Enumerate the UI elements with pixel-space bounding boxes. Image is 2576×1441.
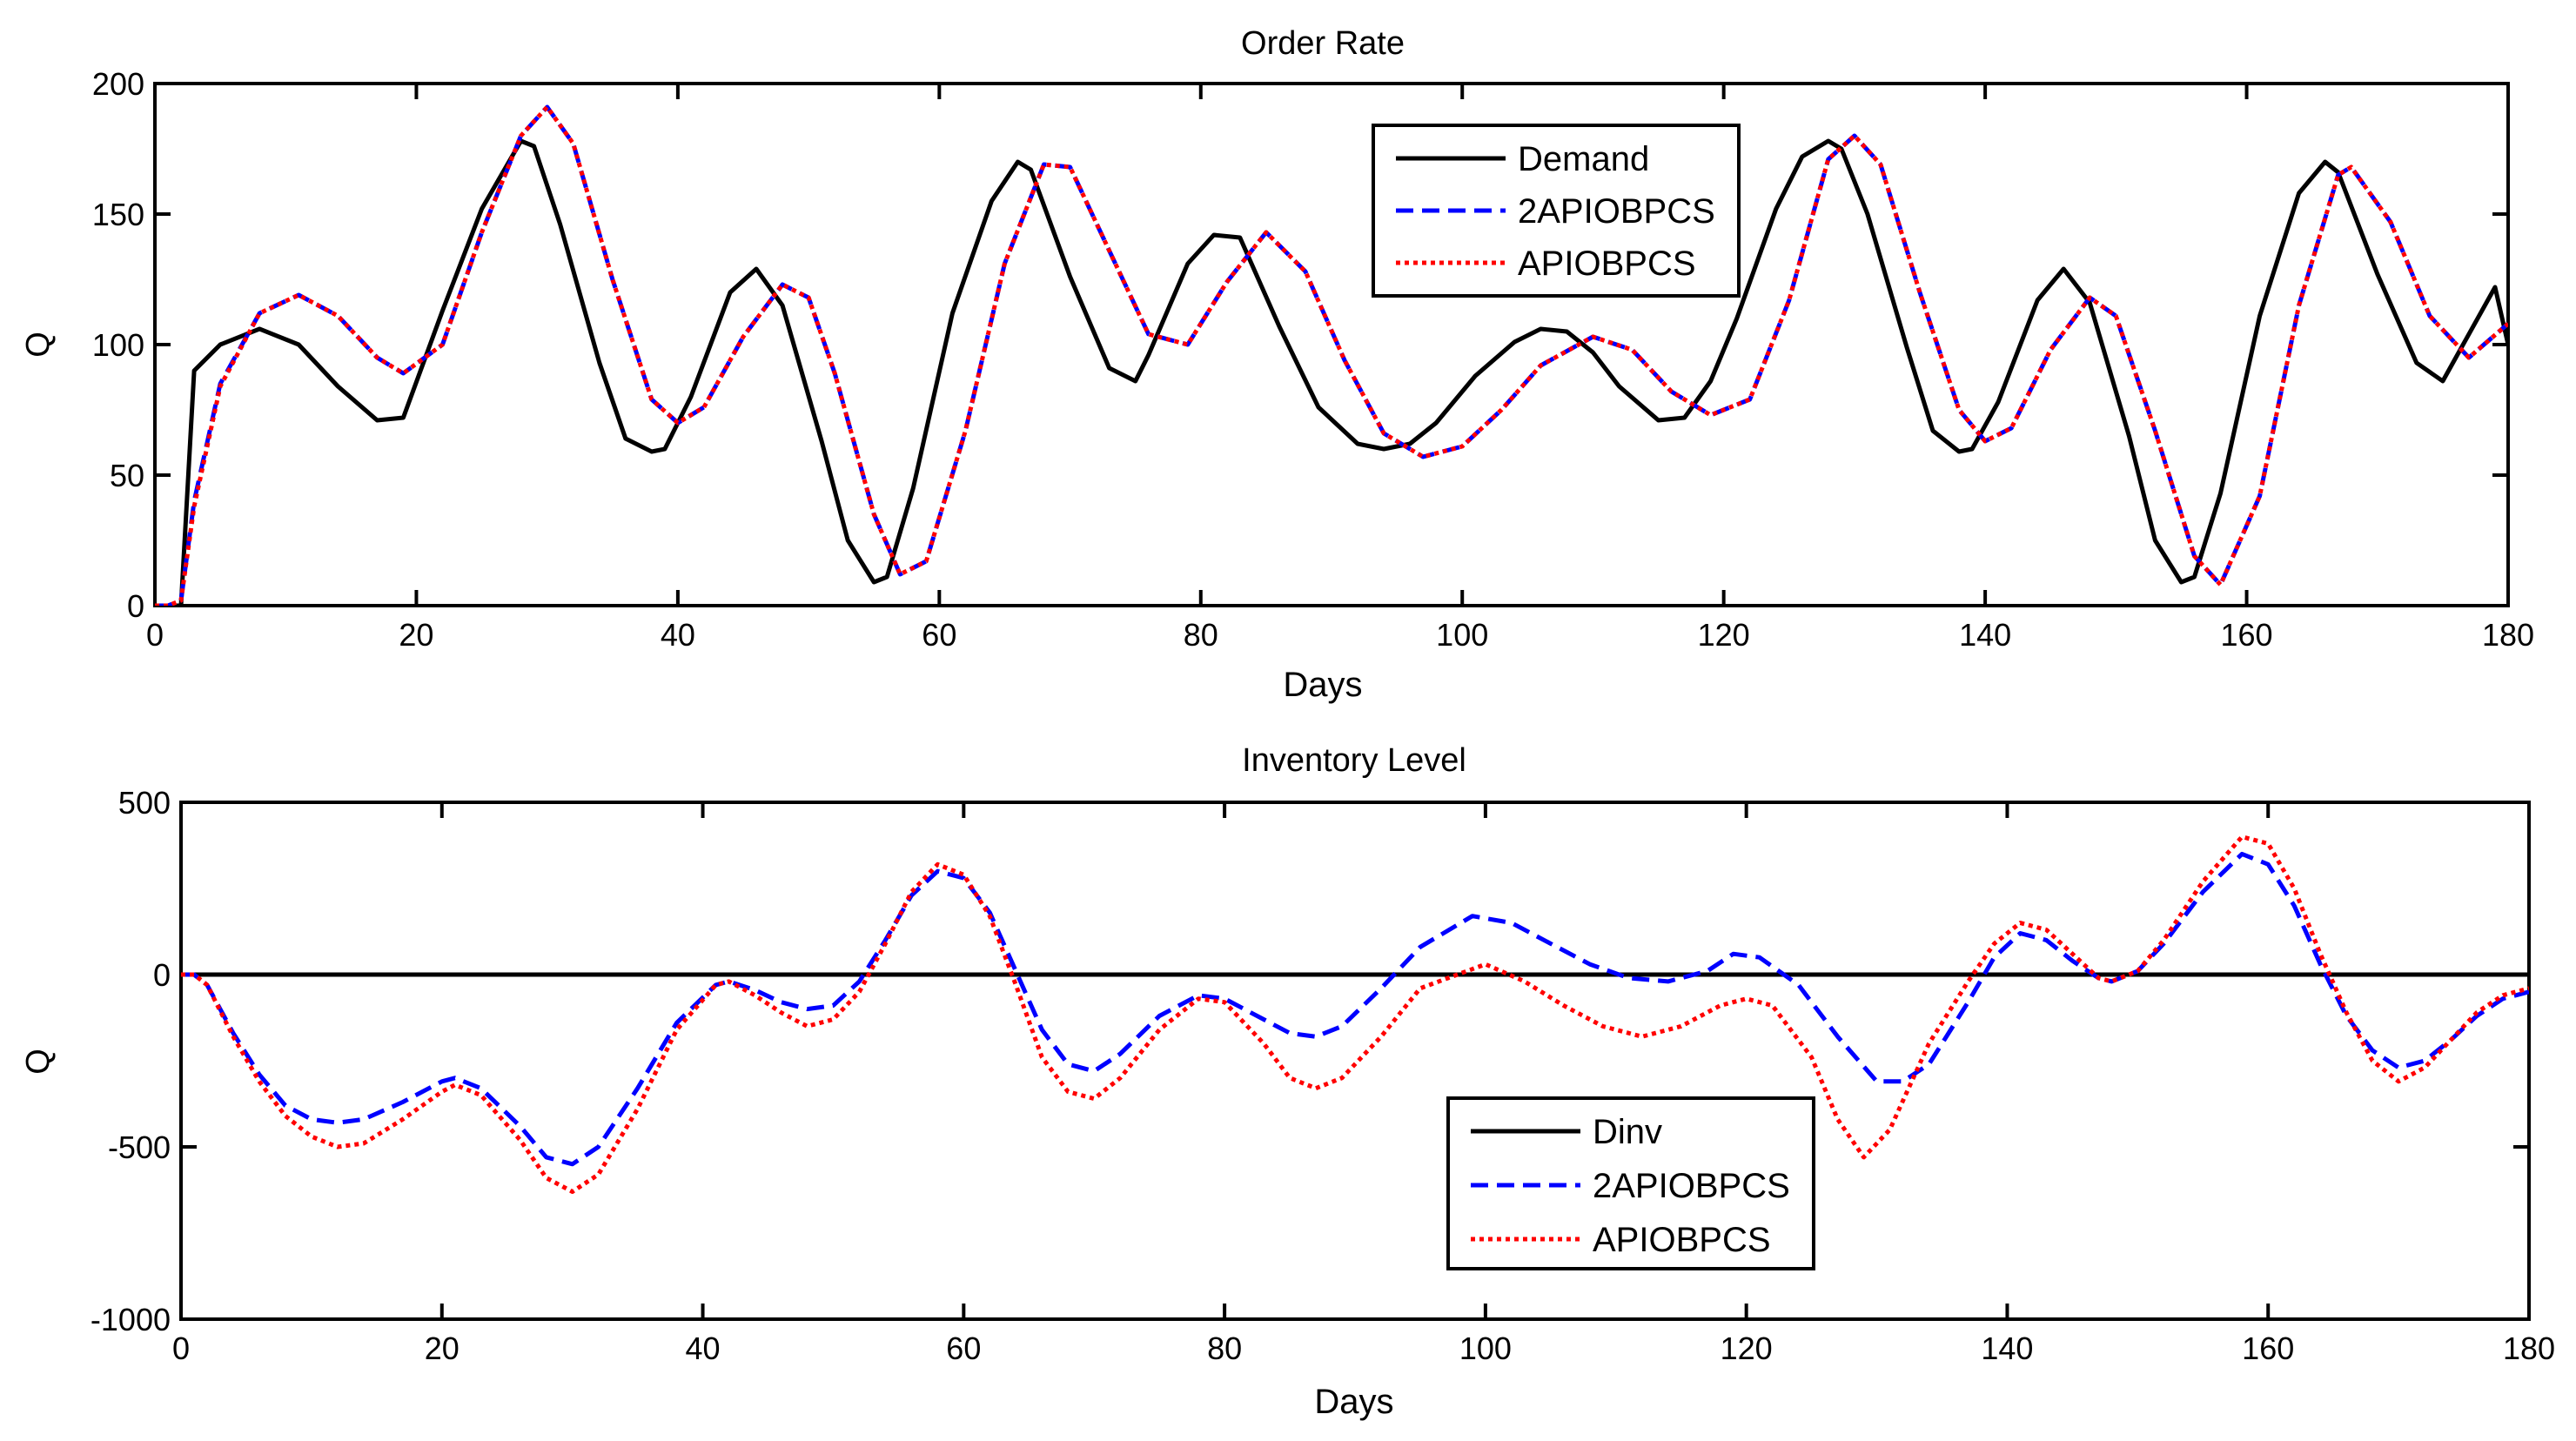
- x-tick-label: 160: [2221, 617, 2273, 653]
- x-tick-label: 40: [686, 1330, 721, 1366]
- legend-label-dinv: Dinv: [1593, 1113, 1662, 1151]
- legend: Dinv 2APIOBPCS APIOBPCS: [1446, 1096, 1815, 1270]
- x-axis-label: Days: [1283, 666, 1362, 704]
- x-tick-label: 160: [2242, 1330, 2294, 1366]
- legend-label-2apiobpcs: 2APIOBPCS: [1518, 192, 1715, 231]
- chart-title: Inventory Level: [1242, 742, 1466, 779]
- y-tick-label: -500: [108, 1129, 171, 1165]
- y-tick-label: 200: [92, 66, 144, 102]
- y-tick-label: 50: [110, 458, 144, 493]
- legend-label-apiobpcs: APIOBPCS: [1593, 1221, 1771, 1259]
- x-tick-labels: 0 20 40 60 80 100 120 140 160 180: [146, 617, 2534, 653]
- y-axis-label: Q: [20, 332, 57, 358]
- y-axis-label: Q: [20, 1049, 57, 1075]
- x-tick-label: 80: [1207, 1330, 1242, 1366]
- x-tick-label: 120: [1721, 1330, 1773, 1366]
- order-rate-chart: Order Rate 0 20 40 60 80 100 120 140 160 180 0 50 1…: [20, 25, 2534, 704]
- series-line-apiobpcs: [155, 104, 2508, 606]
- y-tick-label: -1000: [91, 1302, 171, 1337]
- x-axis-label: Days: [1314, 1383, 1393, 1421]
- y-tick-label: 150: [92, 197, 144, 232]
- legend-label-demand: Demand: [1518, 140, 1649, 178]
- x-tick-label: 180: [2482, 617, 2534, 653]
- x-tick-label: 140: [1981, 1330, 2033, 1366]
- y-tick-labels: -1000 -500 0 500: [91, 785, 171, 1337]
- x-tick-labels: 0 20 40 60 80 100 120 140 160 180: [172, 1330, 2555, 1366]
- x-tick-label: 180: [2503, 1330, 2555, 1366]
- x-tick-label: 120: [1698, 617, 1750, 653]
- x-tick-label: 140: [1959, 617, 2011, 653]
- legend-label-2apiobpcs: 2APIOBPCS: [1593, 1167, 1790, 1205]
- x-tick-label: 20: [425, 1330, 460, 1366]
- y-tick-label: 0: [153, 957, 171, 993]
- x-tick-label: 100: [1459, 1330, 1512, 1366]
- x-tick-label: 0: [172, 1330, 190, 1366]
- y-tick-label: 100: [92, 327, 144, 363]
- series-line-2apiobpcs: [155, 104, 2508, 606]
- axes-frame: [179, 801, 2531, 1321]
- x-tick-label: 60: [922, 617, 956, 653]
- inventory-level-chart: Inventory Level 0 20 40 60 80 100 120 140 160 180…: [20, 742, 2555, 1421]
- x-tick-label: 20: [399, 617, 433, 653]
- series-line-2apiobpcs: [181, 851, 2529, 1167]
- series-line-apiobpcs: [181, 834, 2529, 1194]
- x-tick-label: 80: [1184, 617, 1218, 653]
- y-tick-label: 0: [127, 588, 144, 624]
- chart-title: Order Rate: [1241, 25, 1405, 62]
- series-line-demand: [155, 138, 2508, 606]
- tick-marks: [153, 82, 2510, 607]
- legend: Demand 2APIOBPCS APIOBPCS: [1372, 124, 1741, 298]
- y-tick-labels: 0 50 100 150 200: [92, 66, 144, 624]
- x-tick-label: 60: [946, 1330, 981, 1366]
- x-tick-label: 0: [146, 617, 164, 653]
- plot-area: [181, 834, 2529, 1194]
- x-tick-label: 100: [1436, 617, 1488, 653]
- y-tick-label: 500: [118, 785, 171, 821]
- tick-marks: [179, 801, 2531, 1321]
- plot-area: [155, 104, 2508, 606]
- x-tick-label: 40: [661, 617, 695, 653]
- legend-label-apiobpcs: APIOBPCS: [1518, 245, 1696, 283]
